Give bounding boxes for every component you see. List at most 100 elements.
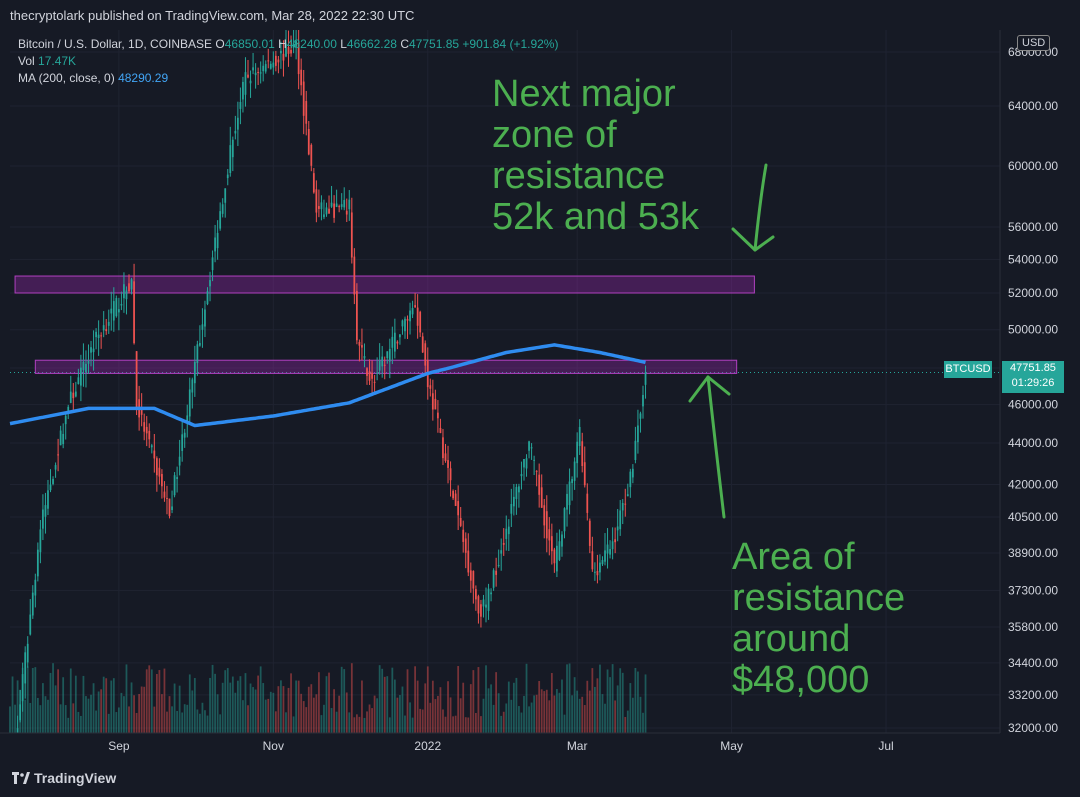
candle-110 [287, 30, 290, 67]
candle-164 [424, 340, 427, 375]
time-axis[interactable]: Sep Nov 2022 Mar May Jul [0, 732, 1080, 760]
tradingview-logo-icon [12, 772, 30, 784]
volume-bar-81 [214, 673, 216, 733]
candle-body-82 [216, 232, 219, 249]
legend-ohlc: Bitcoin / U.S. Dollar, 1D, COINBASE O468… [18, 37, 558, 51]
time-tick-3: Mar [567, 739, 588, 753]
volume-bar-82 [216, 694, 219, 733]
candle-84 [221, 198, 224, 218]
candle-body-93 [244, 72, 247, 95]
candle-body-92 [242, 81, 244, 100]
volume-bar-102 [267, 698, 270, 733]
volume-bar-38 [105, 678, 108, 733]
candle-71 [188, 377, 191, 424]
volume-bar-120 [312, 697, 315, 733]
candle-body-120 [312, 173, 315, 193]
candle-body-123 [320, 202, 323, 210]
candle-42 [115, 295, 118, 318]
volume-bar-9 [31, 668, 34, 733]
candle-199 [512, 484, 515, 516]
candle-13 [42, 494, 44, 541]
volume-bar-80 [211, 664, 214, 733]
candle-body-155 [401, 320, 404, 327]
candle-34 [95, 328, 97, 350]
candle-153 [396, 340, 399, 350]
volume-bar-21 [62, 677, 65, 733]
price-tick-16: 33200.00 [1008, 688, 1058, 702]
volume-bar-183 [472, 670, 475, 733]
candle-98 [257, 67, 260, 86]
candle-33 [92, 330, 95, 371]
price-axis[interactable]: 68000.0064000.0060000.0056000.0054000.00… [999, 30, 1080, 760]
candle-body-25 [72, 392, 75, 399]
candle-body-54 [145, 426, 148, 434]
volume-bar-167 [431, 680, 434, 733]
candle-205 [528, 440, 530, 459]
candle-body-201 [518, 486, 520, 493]
volume-bar-212 [545, 689, 548, 733]
volume-bar-163 [421, 709, 424, 733]
candle-body-9 [31, 592, 34, 616]
candle-body-118 [307, 129, 310, 155]
volume-bar-190 [490, 684, 492, 733]
candle-body-41 [112, 301, 115, 321]
candle-134 [348, 190, 351, 221]
candle-50 [135, 351, 138, 416]
candle-86 [226, 169, 229, 186]
candle-body-69 [183, 432, 186, 438]
candle-209 [538, 463, 541, 508]
candle-body-162 [419, 311, 422, 333]
candle-body-153 [396, 341, 399, 344]
volume-bar-77 [204, 710, 206, 733]
candle-body-189 [487, 588, 490, 611]
volume-bar-88 [231, 676, 234, 733]
candle-18 [54, 462, 57, 478]
candle-75 [199, 325, 201, 347]
volume-bar-211 [543, 691, 546, 733]
candle-body-8 [29, 614, 32, 635]
candle-219 [563, 507, 566, 539]
arrow-upper-head [731, 227, 775, 252]
candle-248 [637, 409, 639, 454]
candle-body-101 [264, 64, 267, 72]
candle-247 [634, 426, 637, 464]
candle-body-244 [626, 494, 629, 497]
price-chart[interactable]: 68000.0064000.0060000.0056000.0054000.00… [0, 30, 1080, 760]
candle-11 [36, 542, 39, 582]
candle-body-19 [57, 454, 59, 456]
legend-open-label: O [215, 37, 225, 51]
candle-body-116 [302, 81, 305, 116]
candle-120 [312, 168, 315, 194]
candle-body-130 [338, 206, 341, 208]
volume-bar-225 [578, 698, 581, 733]
candle-204 [525, 454, 528, 477]
candle-body-22 [64, 415, 67, 425]
candle-body-205 [528, 441, 530, 451]
candle-body-209 [538, 474, 541, 495]
candle-body-88 [231, 139, 234, 158]
volume-bar-16 [49, 672, 52, 733]
volume-bar-43 [117, 707, 120, 733]
tradingview-logo[interactable]: TradingView [12, 770, 116, 786]
candle-body-64 [171, 506, 173, 511]
volume-bar-145 [376, 698, 379, 733]
candle-body-28 [80, 367, 82, 386]
candle-47 [128, 274, 130, 294]
currency-badge[interactable]: USD [1017, 35, 1051, 51]
volume-bar-170 [439, 687, 442, 733]
candle-body-169 [437, 412, 439, 419]
candle-body-21 [62, 433, 65, 445]
volume-bar-197 [507, 681, 510, 733]
candle-body-7 [26, 643, 29, 663]
candle-body-29 [82, 361, 85, 371]
candle-26 [74, 381, 77, 398]
volume-bar-234 [601, 694, 604, 733]
candle-43 [117, 297, 120, 331]
candle-body-140 [363, 356, 366, 359]
candle-163 [421, 332, 424, 353]
candle-198 [510, 488, 513, 527]
volume-bar-99 [259, 666, 262, 733]
candle-243 [624, 488, 627, 517]
price-tick-11: 40500.00 [1008, 510, 1058, 524]
volume-bar-192 [495, 672, 498, 733]
